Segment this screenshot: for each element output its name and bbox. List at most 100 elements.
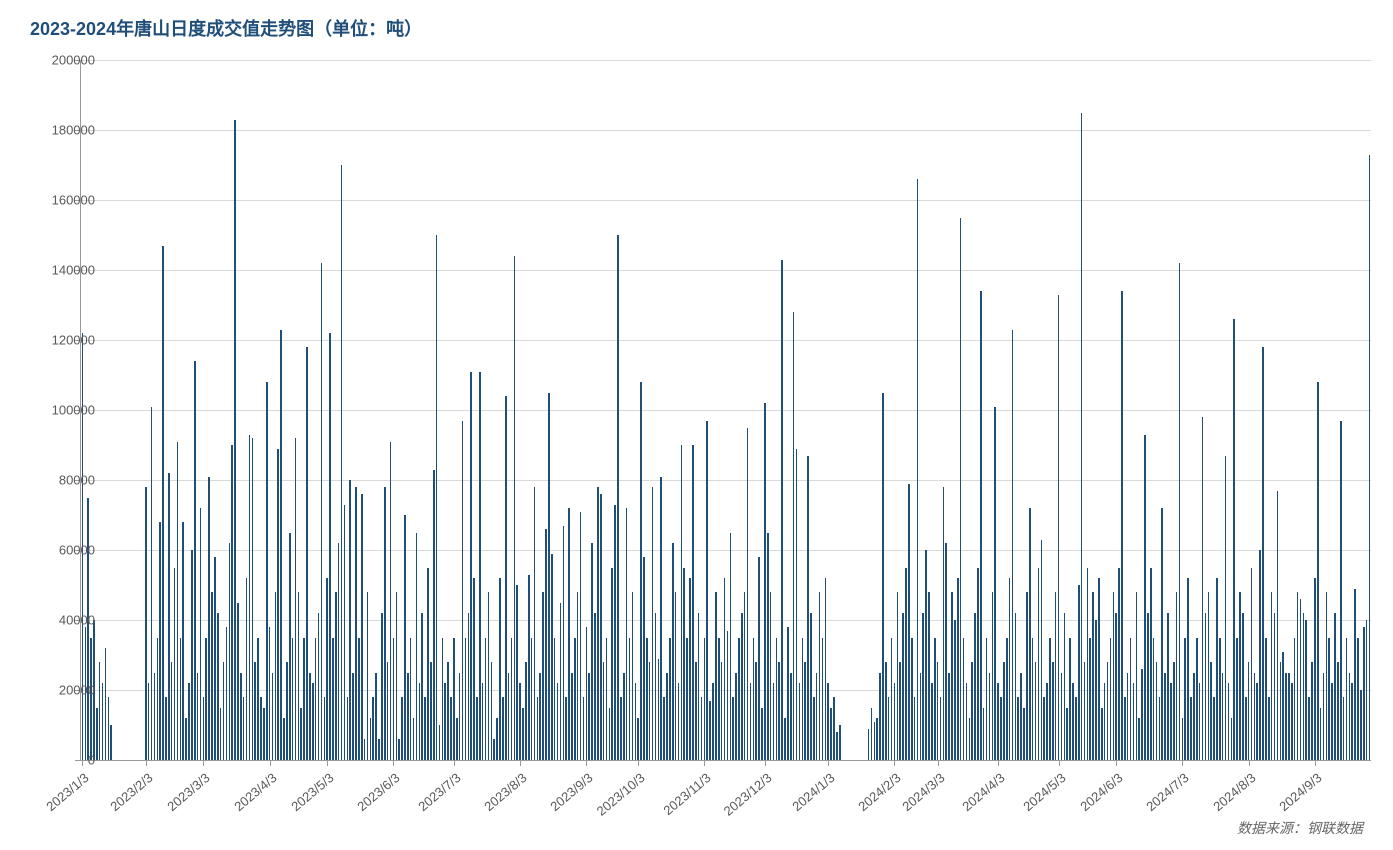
bar [735,673,737,761]
y-axis-tick-label: 160000 [25,193,95,208]
bar [997,683,999,760]
bar [882,393,884,761]
bar [108,697,110,760]
y-axis-tick-label: 0 [25,753,95,768]
bar [885,662,887,760]
bar [1153,638,1155,761]
bar [781,260,783,761]
bar [234,120,236,761]
bar [577,592,579,760]
bar [200,508,202,760]
bar [658,659,660,761]
bar [370,718,372,760]
y-axis-tick-label: 40000 [25,613,95,628]
bar [303,638,305,761]
bar [485,638,487,761]
bar-series [81,60,1371,760]
bar [635,683,637,760]
bar [804,662,806,760]
bar [424,697,426,760]
y-axis-tick-label: 180000 [25,123,95,138]
x-axis-tick-label: 2023/7/3 [415,770,463,814]
bar [790,673,792,761]
bar [810,613,812,760]
bar [1058,295,1060,761]
bar [799,683,801,760]
bar [1138,718,1140,760]
bar [787,627,789,760]
bar [482,683,484,760]
bar [738,638,740,761]
bar [701,697,703,760]
bar [1274,613,1276,760]
bar [1354,589,1356,761]
bar [894,683,896,760]
bar [905,568,907,761]
bar [1369,155,1371,761]
bar [1366,620,1368,760]
x-tick-mark [454,760,455,766]
bar [833,697,835,760]
bar [102,683,104,760]
bar [666,673,668,761]
bar [1078,585,1080,760]
bar [1032,638,1034,761]
bar [1141,669,1143,760]
bar [951,592,953,760]
bar [597,487,599,760]
x-axis-tick-label: 2023/2/3 [107,770,155,814]
bar [724,578,726,760]
bar [1363,627,1365,760]
bar [617,235,619,760]
bar [1231,718,1233,760]
bar [321,263,323,760]
bar [871,708,873,761]
bar [954,620,956,760]
bar [1023,708,1025,761]
bar [1248,662,1250,760]
bar [1055,592,1057,760]
bar [675,592,677,760]
y-axis-tick-label: 140000 [25,263,95,278]
bar [180,638,182,761]
x-tick-mark [765,760,766,766]
bar [943,487,945,760]
bar [917,179,919,760]
bar [655,613,657,760]
bar [191,550,193,760]
bar [1092,592,1094,760]
bar [1127,673,1129,761]
bar [977,568,979,761]
bar [511,638,513,761]
bar [300,708,302,761]
bar [1015,613,1017,760]
bar [560,603,562,761]
bar [1012,330,1014,761]
bar [522,708,524,761]
bar [413,718,415,760]
bar [1089,638,1091,761]
bar [620,697,622,760]
bar [1259,550,1261,760]
plot-border: 2023/1/32023/2/32023/3/32023/4/32023/5/3… [80,60,1371,761]
bar [629,638,631,761]
bar [594,613,596,760]
bar [177,442,179,761]
bar [1331,683,1333,760]
bar [214,557,216,760]
bar [897,592,899,760]
bar [1006,638,1008,761]
bar [879,673,881,761]
bar [1334,613,1336,760]
bar [868,729,870,761]
bar [591,543,593,760]
bar [1043,697,1045,760]
bar [611,568,613,761]
bar [229,543,231,760]
bar [470,372,472,761]
bar [931,683,933,760]
bar [686,638,688,761]
bar [1069,638,1071,761]
bar [542,592,544,760]
bar [571,673,573,761]
